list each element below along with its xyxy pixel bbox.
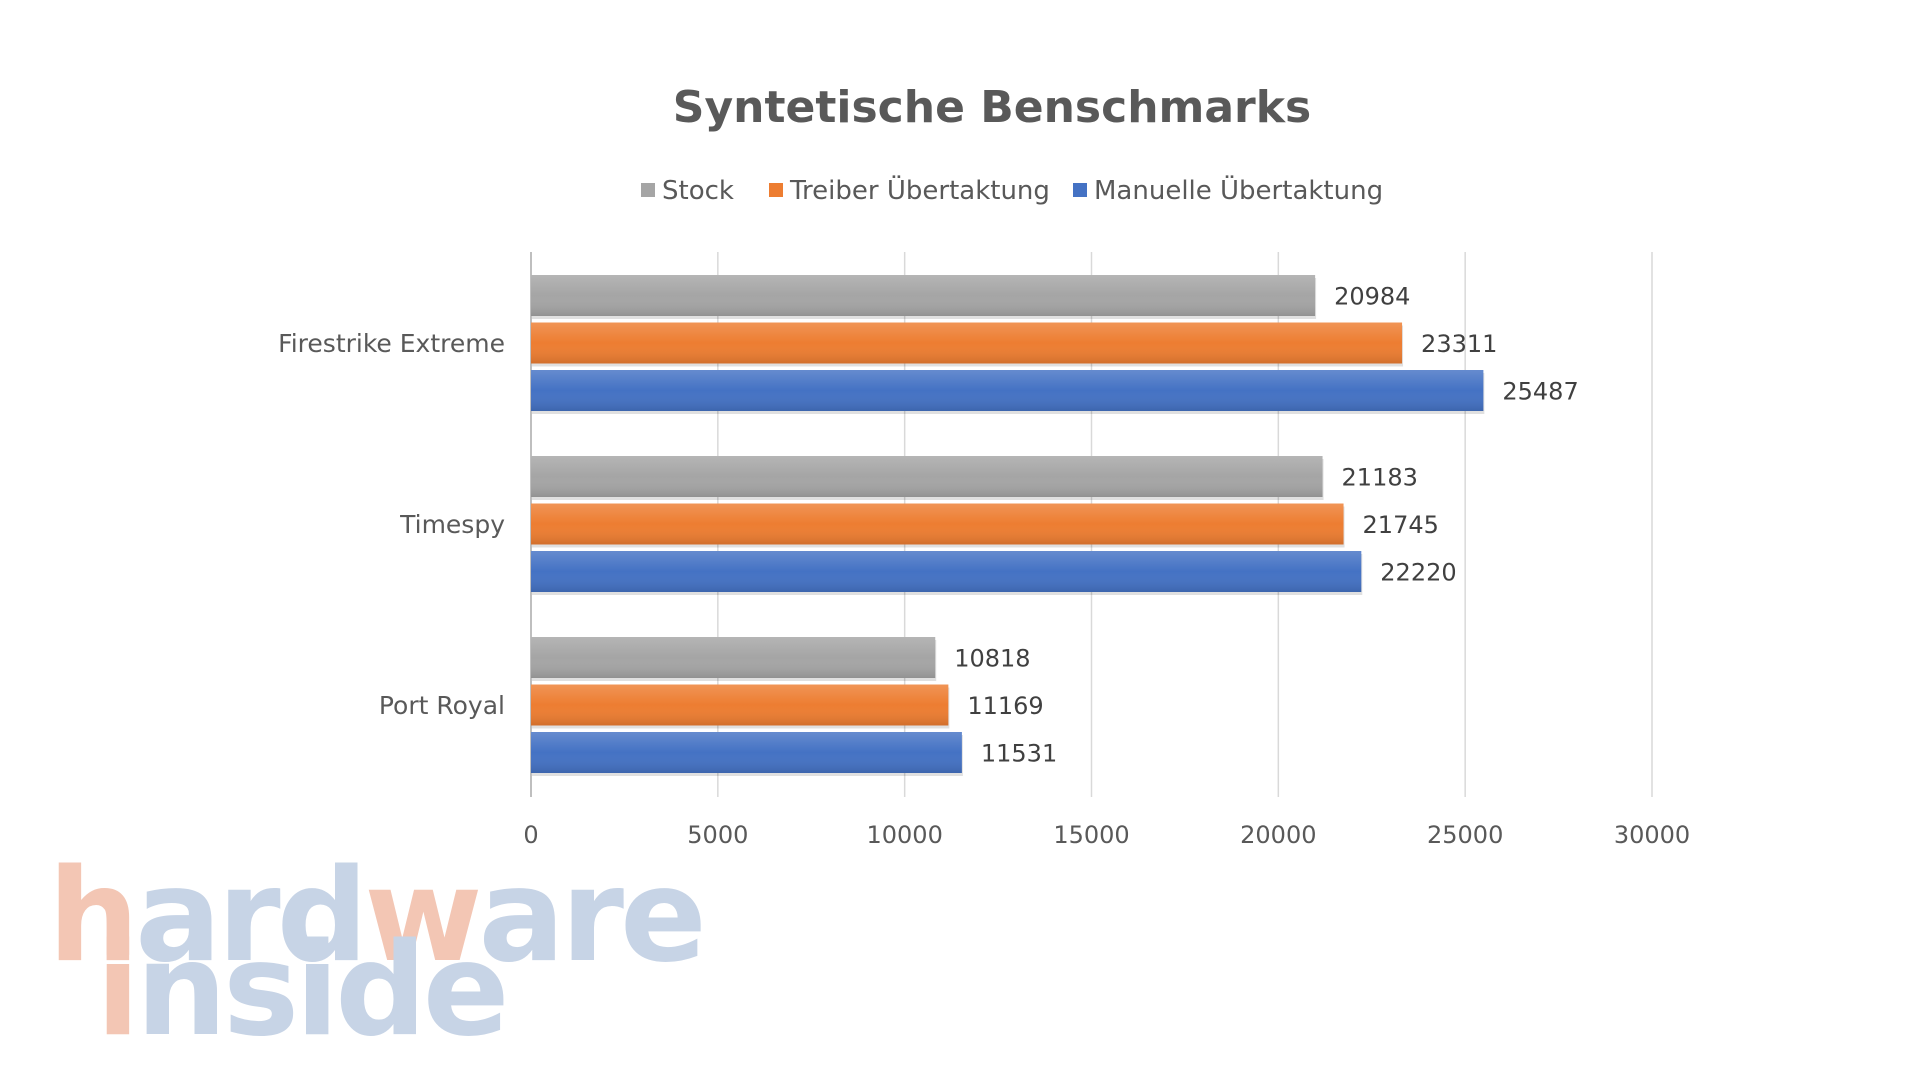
x-tick-label: 25000	[1427, 821, 1503, 849]
bars	[531, 275, 1485, 776]
data-label: 10818	[954, 645, 1030, 673]
category-label: Port Royal	[379, 691, 505, 720]
bar-highlight	[531, 637, 936, 678]
x-tick-label: 10000	[866, 821, 942, 849]
data-label: 21745	[1363, 511, 1439, 539]
legend-label: Manuelle Übertaktung	[1094, 174, 1383, 206]
x-tick-label: 0	[523, 821, 538, 849]
legend-swatch	[641, 183, 655, 197]
x-tick-label: 5000	[687, 821, 748, 849]
x-tick-labels: 0 5000 10000 15000 20000 25000 30000	[523, 821, 1690, 849]
bar-highlight	[531, 370, 1484, 411]
category-labels: Firestrike Extreme Timespy Port Royal	[278, 329, 505, 720]
data-label: 21183	[1342, 464, 1418, 492]
data-label: 23311	[1421, 330, 1497, 358]
bar-highlight	[531, 456, 1323, 497]
bar-highlight	[531, 503, 1344, 545]
x-tick-label: 30000	[1614, 821, 1690, 849]
bar-highlight	[531, 322, 1403, 364]
data-label: 22220	[1380, 559, 1456, 587]
x-tick-label: 15000	[1053, 821, 1129, 849]
chart-title: Syntetische Benschmarks	[673, 82, 1311, 133]
category-label: Timespy	[399, 510, 505, 539]
data-label: 20984	[1334, 283, 1410, 311]
bar-highlight	[531, 275, 1316, 316]
watermark-line1: hardware	[48, 842, 703, 991]
data-label: 25487	[1502, 378, 1578, 406]
bar-highlight	[531, 551, 1362, 592]
data-label: 11169	[967, 692, 1043, 720]
legend: Stock Treiber Übertaktung Manuelle Übertak…	[641, 174, 1383, 206]
legend-label: Treiber Übertaktung	[789, 174, 1050, 206]
legend-label: Stock	[662, 176, 734, 206]
bar-highlight	[531, 732, 962, 773]
watermark-line2: inside	[96, 916, 506, 1065]
x-tick-label: 20000	[1240, 821, 1316, 849]
legend-swatch	[1073, 183, 1087, 197]
bar-highlight	[531, 684, 949, 726]
legend-swatch	[769, 183, 783, 197]
category-label: Firestrike Extreme	[278, 329, 505, 358]
data-label: 11531	[981, 740, 1057, 768]
